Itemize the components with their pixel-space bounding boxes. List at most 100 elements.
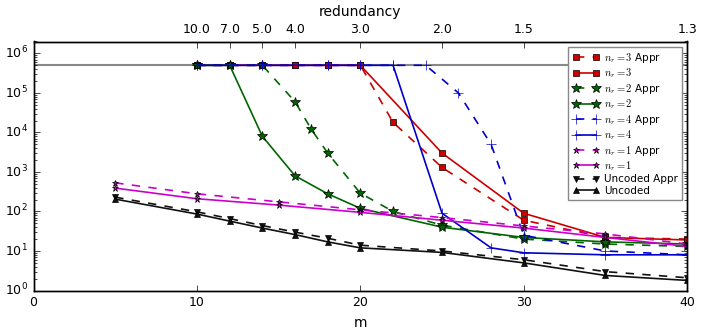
Uncoded (438, 250, 446, 254)
$n_r =3$ Appr (291, 63, 299, 67)
$n_r =2$ Appr (258, 63, 267, 67)
Uncoded (601, 273, 609, 277)
$n_r =1$ (356, 210, 364, 214)
$n_r =2$ (258, 134, 267, 138)
Uncoded Appr (258, 223, 267, 227)
$n_r =4$ Appr (519, 233, 528, 237)
$n_r =2$ Appr (324, 151, 332, 155)
Uncoded (193, 212, 201, 216)
$n_r =1$ Appr (111, 181, 119, 185)
$n_r =4$ (438, 211, 446, 215)
Uncoded Appr (193, 210, 201, 214)
$n_r =2$ (291, 174, 299, 178)
Legend: $n_r =3$ Appr, $n_r =3$, $n_r =2$ Appr, $n_r =2$, $n_r =4$ Appr, $n_r =4$, $n_r : $n_r =3$ Appr, $n_r =3$, $n_r =2$ Appr, … (569, 47, 682, 200)
$n_r =3$ Appr (225, 63, 234, 67)
Line: $n_r =4$ Appr: $n_r =4$ Appr (192, 60, 692, 260)
Uncoded Appr (291, 230, 299, 234)
$n_r =3$ (324, 63, 332, 67)
$n_r =2$ Appr (291, 100, 299, 104)
$n_r =1$ Appr (601, 232, 609, 236)
$n_r =4$ (519, 251, 528, 255)
$n_r =4$ (601, 253, 609, 257)
Uncoded (356, 246, 364, 250)
Uncoded Appr (356, 243, 364, 247)
$n_r =2$ (225, 63, 234, 67)
$n_r =2$ Appr (519, 237, 528, 241)
Uncoded (291, 232, 299, 237)
$n_r =4$ (389, 63, 397, 67)
$n_r =2$ Appr (389, 209, 397, 213)
$n_r =3$ Appr (519, 218, 528, 222)
$n_r =1$ Appr (356, 208, 364, 212)
$n_r =4$ (683, 253, 691, 257)
$n_r =2$ Appr (193, 63, 201, 67)
Line: $n_r =4$: $n_r =4$ (192, 60, 692, 260)
$n_r =2$ (601, 240, 609, 244)
$n_r =1$ Appr (274, 200, 283, 204)
$n_r =3$ Appr (356, 63, 364, 67)
$n_r =3$ (683, 238, 691, 242)
$n_r =1$ (111, 186, 119, 190)
$n_r =4$ Appr (487, 142, 496, 146)
$n_r =3$ Appr (438, 165, 446, 170)
$n_r =3$ (438, 151, 446, 155)
$n_r =4$ Appr (601, 249, 609, 253)
Uncoded Appr (111, 195, 119, 199)
$n_r =1$ (519, 226, 528, 230)
$n_r =3$ Appr (601, 236, 609, 240)
$n_r =3$ Appr (193, 63, 201, 67)
$n_r =4$ Appr (683, 253, 691, 257)
Uncoded Appr (225, 217, 234, 221)
$n_r =1$ (438, 218, 446, 222)
$n_r =1$ Appr (438, 216, 446, 220)
$n_r =4$ Appr (454, 91, 463, 95)
X-axis label: m: m (354, 316, 367, 330)
Uncoded (111, 197, 119, 201)
$n_r =2$ (356, 206, 364, 210)
$n_r =3$ (258, 63, 267, 67)
Uncoded (324, 240, 332, 244)
Line: $n_r =2$ Appr: $n_r =2$ Appr (192, 60, 692, 251)
Uncoded (225, 219, 234, 223)
$n_r =4$ (356, 63, 364, 67)
Uncoded Appr (324, 236, 332, 240)
$n_r =2$ Appr (225, 63, 234, 67)
$n_r =4$ (193, 63, 201, 67)
$n_r =2$ (519, 236, 528, 240)
$n_r =3$ (356, 63, 364, 67)
$n_r =3$ (519, 211, 528, 215)
$n_r =3$ (225, 63, 234, 67)
$n_r =4$ Appr (193, 63, 201, 67)
Line: $n_r =1$: $n_r =1$ (112, 185, 691, 250)
$n_r =4$ (487, 246, 496, 250)
$n_r =4$ Appr (356, 63, 364, 67)
$n_r =3$ Appr (258, 63, 267, 67)
$n_r =3$ (291, 63, 299, 67)
$n_r =3$ (601, 236, 609, 240)
Line: Uncoded Appr: Uncoded Appr (112, 194, 691, 281)
$n_r =3$ Appr (683, 237, 691, 241)
$n_r =1$ Appr (193, 192, 201, 196)
Line: $n_r =1$ Appr: $n_r =1$ Appr (112, 179, 691, 248)
Line: $n_r =3$ Appr: $n_r =3$ Appr (194, 62, 691, 243)
Line: $n_r =3$: $n_r =3$ (194, 62, 691, 244)
X-axis label: redundancy: redundancy (319, 5, 402, 19)
$n_r =4$ (258, 63, 267, 67)
Uncoded Appr (683, 276, 691, 280)
$n_r =4$ Appr (421, 63, 430, 67)
$n_r =2$ (324, 192, 332, 196)
$n_r =1$ (274, 203, 283, 207)
Line: Uncoded: Uncoded (112, 196, 691, 284)
Uncoded Appr (519, 258, 528, 262)
$n_r =1$ (601, 236, 609, 240)
$n_r =4$ Appr (324, 63, 332, 67)
$n_r =2$ Appr (683, 245, 691, 249)
Uncoded Appr (601, 270, 609, 274)
Uncoded Appr (438, 249, 446, 253)
$n_r =2$ (683, 242, 691, 246)
$n_r =2$ (438, 225, 446, 229)
$n_r =4$ Appr (258, 63, 267, 67)
$n_r =2$ Appr (438, 223, 446, 227)
Uncoded (258, 226, 267, 230)
$n_r =4$ (324, 63, 332, 67)
